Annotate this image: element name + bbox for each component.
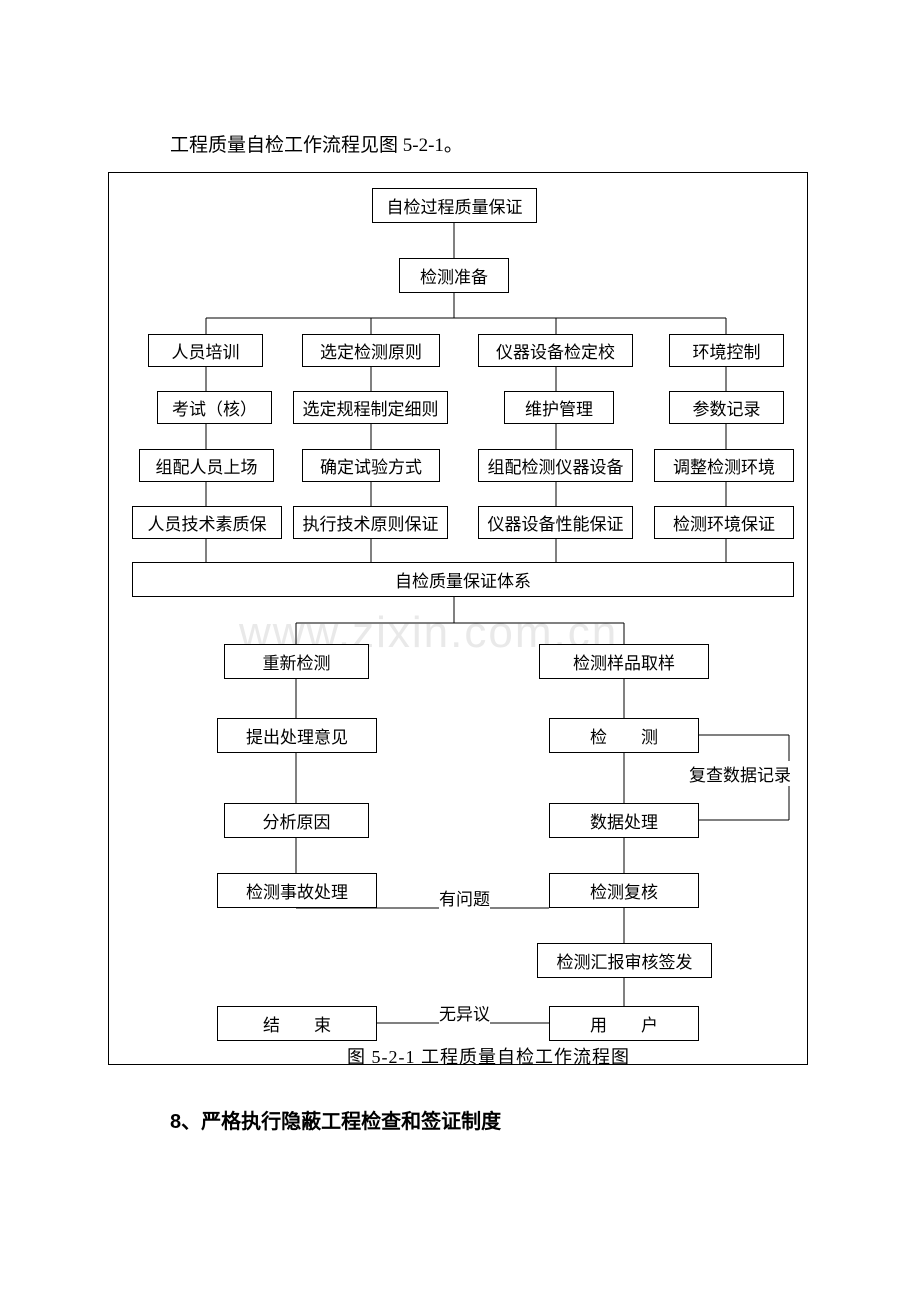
node-c3r3: 组配检测仪器设备 [478, 449, 633, 482]
node-c1r4: 人员技术素质保 [132, 506, 282, 539]
edge-label-review-data: 复查数据记录 [689, 761, 791, 786]
node-incident: 检测事故处理 [217, 873, 377, 908]
edge-label-has-problem: 有问题 [439, 885, 490, 910]
node-c2r3: 确定试验方式 [302, 449, 440, 482]
node-c3r4: 仪器设备性能保证 [478, 506, 633, 539]
node-review: 检测复核 [549, 873, 699, 908]
node-c4r1: 环境控制 [669, 334, 784, 367]
flowchart-edges [109, 173, 809, 1066]
edge-label-no-objection: 无异议 [439, 1000, 490, 1025]
heading-8: 8、严格执行隐蔽工程检查和签证制度 [170, 1105, 501, 1134]
node-c1r2: 考试（核） [157, 391, 272, 424]
node-c4r2: 参数记录 [669, 391, 784, 424]
node-c4r3: 调整检测环境 [654, 449, 794, 482]
node-c2r2: 选定规程制定细则 [293, 391, 448, 424]
node-end: 结 束 [217, 1006, 377, 1041]
node-opinion: 提出处理意见 [217, 718, 377, 753]
node-top2: 检测准备 [399, 258, 509, 293]
node-sample: 检测样品取样 [539, 644, 709, 679]
flowchart-frame: www.zixin.com.cn 自检过程质量保证检测准备人员培训选定检测原则仪… [108, 172, 808, 1065]
node-report: 检测汇报审核签发 [537, 943, 712, 978]
node-c1r3: 组配人员上场 [139, 449, 274, 482]
node-detect: 检 测 [549, 718, 699, 753]
node-top1: 自检过程质量保证 [372, 188, 537, 223]
node-c3r1: 仪器设备检定校 [478, 334, 633, 367]
node-dataproc: 数据处理 [549, 803, 699, 838]
figure-caption: 图 5-2-1 工程质量自检工作流程图 [347, 1043, 630, 1069]
node-c4r4: 检测环境保证 [654, 506, 794, 539]
intro-text: 工程质量自检工作流程见图 5-2-1。 [170, 130, 463, 157]
node-retest: 重新检测 [224, 644, 369, 679]
page: 工程质量自检工作流程见图 5-2-1。 www.zixin.com.cn 自检过… [0, 0, 920, 1302]
node-c2r1: 选定检测原则 [302, 334, 440, 367]
node-analyze: 分析原因 [224, 803, 369, 838]
node-c3r2: 维护管理 [504, 391, 614, 424]
node-user: 用 户 [549, 1006, 699, 1041]
node-c2r4: 执行技术原则保证 [293, 506, 448, 539]
node-c1r1: 人员培训 [148, 334, 263, 367]
node-assure: 自检质量保证体系 [132, 562, 794, 597]
